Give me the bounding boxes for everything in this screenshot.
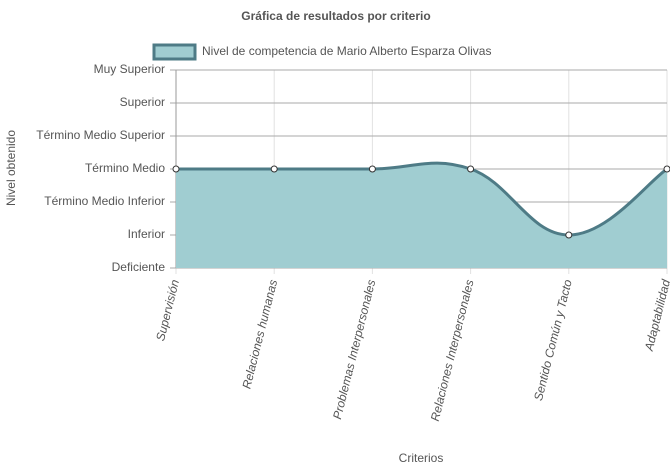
legend-swatch xyxy=(152,43,197,61)
x-tick-label: Supervisión xyxy=(153,278,182,343)
y-tick-label: Inferior xyxy=(128,227,165,241)
x-axis-title: Criterios xyxy=(399,451,444,465)
x-tick-label: Relaciones humanas xyxy=(239,278,280,390)
y-tick-label: Superior xyxy=(120,95,165,109)
x-tick-label: Relaciones Interpersonales xyxy=(428,278,477,422)
chart-title: Gráfica de resultados por criterio xyxy=(241,9,430,23)
point xyxy=(467,165,475,173)
y-tick-label: Término Medio Superior xyxy=(36,128,165,142)
y-axis-title: Nivel obtenido xyxy=(4,130,18,206)
x-tick-label: Sentido Común y Tacto xyxy=(531,278,575,402)
area xyxy=(176,163,667,268)
legend-label: Nivel de competencia de Mario Alberto Es… xyxy=(202,44,491,58)
x-tick-label: Problemas Interpersonales xyxy=(330,278,378,421)
point xyxy=(565,231,573,239)
y-tick-label: Término Medio Inferior xyxy=(44,194,165,208)
y-tick-label: Término Medio xyxy=(85,161,165,175)
point xyxy=(663,165,670,173)
point xyxy=(270,165,278,173)
x-tick-label: Adaptabilidad xyxy=(642,278,670,353)
point xyxy=(368,165,376,173)
y-tick-label: Deficiente xyxy=(112,260,166,274)
y-tick-label: Muy Superior xyxy=(94,62,165,76)
point xyxy=(172,165,180,173)
